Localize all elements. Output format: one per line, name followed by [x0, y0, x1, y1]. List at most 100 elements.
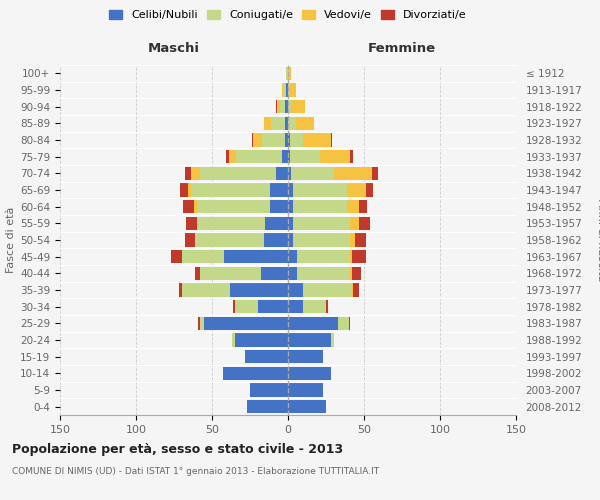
- Bar: [200, 316, 205, 330]
- Bar: [247, 400, 288, 413]
- Bar: [355, 234, 365, 246]
- Bar: [290, 150, 320, 164]
- Bar: [230, 284, 288, 296]
- Bar: [293, 200, 347, 213]
- Bar: [291, 166, 334, 180]
- Bar: [285, 134, 288, 146]
- Bar: [296, 116, 314, 130]
- Bar: [226, 150, 229, 164]
- Bar: [232, 334, 235, 346]
- Bar: [349, 316, 350, 330]
- Bar: [270, 184, 288, 196]
- Bar: [297, 250, 350, 264]
- Bar: [199, 316, 200, 330]
- Bar: [271, 116, 285, 130]
- Bar: [265, 216, 288, 230]
- Bar: [288, 66, 291, 80]
- Bar: [270, 200, 288, 213]
- Bar: [251, 134, 253, 146]
- Bar: [352, 266, 361, 280]
- Bar: [288, 316, 338, 330]
- Bar: [350, 266, 352, 280]
- Bar: [288, 234, 293, 246]
- Bar: [257, 300, 288, 314]
- Bar: [350, 216, 359, 230]
- Bar: [205, 316, 288, 330]
- Bar: [262, 134, 285, 146]
- Bar: [331, 134, 332, 146]
- Bar: [291, 100, 305, 114]
- Bar: [365, 184, 373, 196]
- Text: Popolazione per età, sesso e stato civile - 2013: Popolazione per età, sesso e stato civil…: [12, 442, 343, 456]
- Bar: [182, 284, 230, 296]
- Bar: [253, 134, 262, 146]
- Bar: [293, 184, 347, 196]
- Bar: [288, 250, 297, 264]
- Bar: [288, 216, 293, 230]
- Bar: [235, 300, 257, 314]
- Bar: [200, 266, 260, 280]
- Bar: [282, 84, 283, 96]
- Bar: [288, 116, 296, 130]
- Bar: [288, 200, 293, 213]
- Bar: [303, 284, 352, 296]
- Bar: [263, 234, 288, 246]
- Bar: [277, 100, 280, 114]
- Bar: [350, 250, 352, 264]
- Bar: [282, 150, 288, 164]
- Bar: [229, 150, 236, 164]
- Bar: [191, 184, 270, 196]
- Bar: [288, 166, 291, 180]
- Bar: [288, 350, 323, 364]
- Bar: [288, 150, 290, 164]
- Bar: [285, 100, 288, 114]
- Bar: [195, 234, 263, 246]
- Bar: [223, 366, 288, 380]
- Bar: [288, 284, 303, 296]
- Bar: [303, 134, 331, 146]
- Bar: [359, 200, 367, 213]
- Bar: [285, 116, 288, 130]
- Bar: [331, 334, 334, 346]
- Bar: [352, 284, 353, 296]
- Bar: [288, 266, 297, 280]
- Bar: [180, 184, 188, 196]
- Bar: [286, 84, 288, 96]
- Bar: [350, 234, 355, 246]
- Bar: [320, 150, 350, 164]
- Bar: [276, 166, 288, 180]
- Bar: [183, 200, 194, 213]
- Bar: [263, 116, 271, 130]
- Bar: [171, 250, 182, 264]
- Bar: [233, 300, 235, 314]
- Bar: [359, 216, 370, 230]
- Text: COMUNE DI NIMIS (UD) - Dati ISTAT 1° gennaio 2013 - Elaborazione TUTTITALIA.IT: COMUNE DI NIMIS (UD) - Dati ISTAT 1° gen…: [12, 468, 379, 476]
- Bar: [288, 100, 291, 114]
- Bar: [293, 234, 350, 246]
- Bar: [194, 200, 197, 213]
- Bar: [185, 166, 191, 180]
- Bar: [236, 150, 282, 164]
- Bar: [224, 250, 288, 264]
- Bar: [288, 300, 303, 314]
- Bar: [334, 166, 371, 180]
- Bar: [235, 334, 288, 346]
- Bar: [195, 266, 200, 280]
- Bar: [288, 84, 290, 96]
- Bar: [347, 200, 359, 213]
- Y-axis label: Anni di nascita: Anni di nascita: [596, 198, 600, 281]
- Bar: [293, 216, 350, 230]
- Bar: [280, 100, 285, 114]
- Bar: [288, 384, 323, 396]
- Bar: [283, 84, 286, 96]
- Legend: Celibi/Nubili, Coniugati/e, Vedovi/e, Divorziati/e: Celibi/Nubili, Coniugati/e, Vedovi/e, Di…: [107, 8, 469, 22]
- Bar: [197, 200, 270, 213]
- Bar: [371, 166, 377, 180]
- Bar: [188, 184, 191, 196]
- Bar: [191, 166, 200, 180]
- Bar: [290, 84, 296, 96]
- Text: Femmine: Femmine: [368, 42, 436, 55]
- Y-axis label: Fasce di età: Fasce di età: [6, 207, 16, 273]
- Bar: [350, 150, 353, 164]
- Bar: [186, 216, 197, 230]
